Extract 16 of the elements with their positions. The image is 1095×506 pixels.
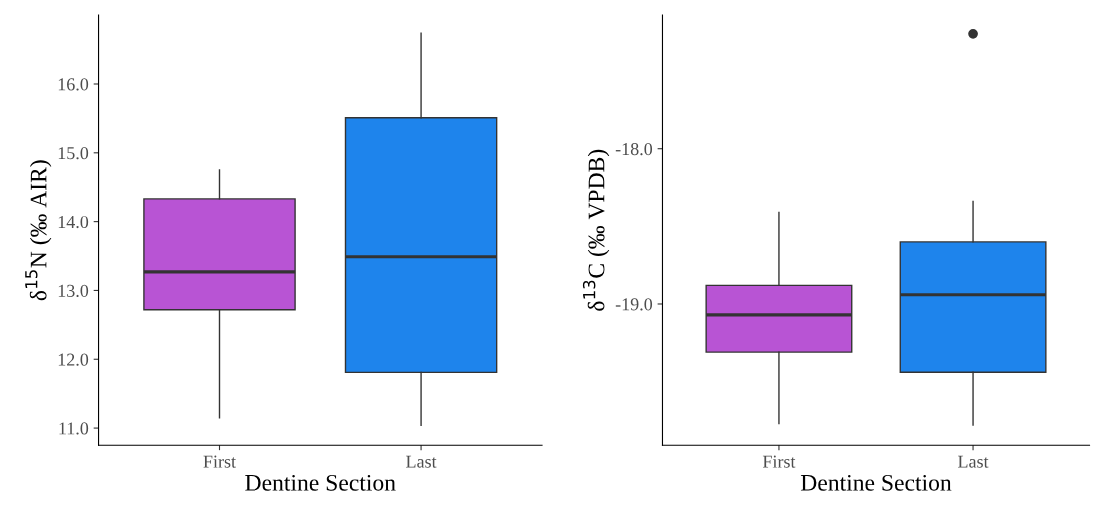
x-tick-label: Last (406, 455, 437, 468)
x-axis-title: Dentine Section (800, 474, 952, 491)
y-tick-label: 15.0 (58, 147, 89, 160)
y-axis-title: δ$^{13}$C (‰ VPDB) (582, 149, 610, 311)
x-tick-label: First (762, 455, 796, 468)
y-tick-label: 12.0 (58, 353, 89, 366)
y-tick-label: 11.0 (59, 422, 89, 435)
x-tick-label: First (203, 455, 236, 468)
x-tick-label: Last (958, 455, 989, 468)
y-tick-label: 16.0 (58, 78, 89, 91)
y-axis-title: δ$^{15}$N (‰ AIR) (25, 160, 52, 301)
y-tick-label: -18.0 (615, 142, 653, 156)
y-tick-label: 13.0 (58, 284, 89, 297)
y-tick-label: 14.0 (58, 215, 89, 229)
x-axis-title: Dentine Section (245, 474, 396, 491)
y-tick-label: -19.0 (615, 298, 653, 311)
